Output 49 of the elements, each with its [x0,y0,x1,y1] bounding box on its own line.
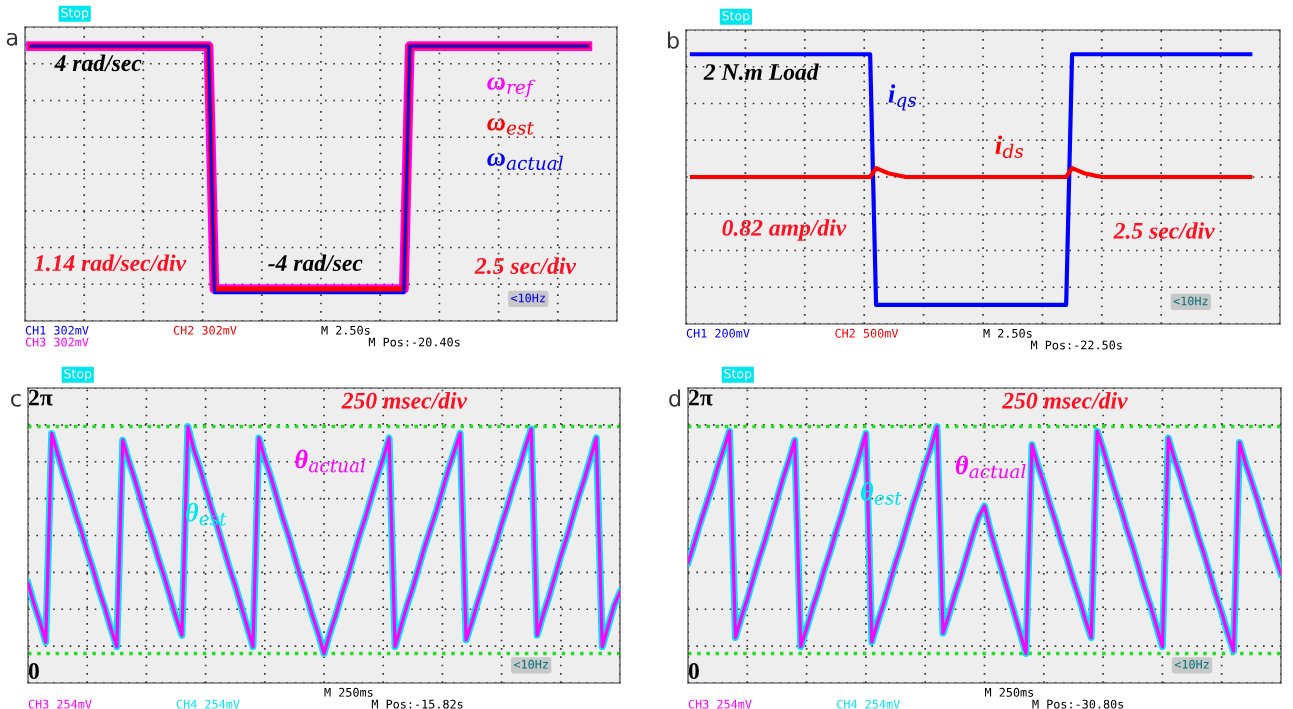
text: <10Hz [513,659,548,669]
text: Stop [61,7,89,20]
text: M Pos:-15.82s [371,699,463,709]
text: ω$_{est}$ [487,117,534,135]
text: <10Hz [510,293,545,303]
annotation: 4 rad/sec [54,54,142,72]
annotation: <10Hz [1173,296,1208,306]
series-label: i$_{ds}$ [995,135,1024,159]
text: CH2 500mV [835,328,899,338]
text: CH3 302mV [25,337,89,347]
annotation: 2.5 sec/div [1113,222,1215,239]
text: CH4 254mV [176,699,240,709]
annotation: 0.82 amp/div [722,219,847,241]
series-label: θ$_{actual}$ [295,449,366,473]
text: CH4 254mV [837,699,900,709]
text: CH1 200mV [686,328,750,338]
series-label: ω$_{ref}$ [487,77,536,98]
text: Stop [722,10,750,23]
text: CH1 302mV [25,325,89,335]
text: M 2.50s [321,325,370,335]
text: CH2 302mV [173,325,237,335]
ref-line-label: 2π [688,389,713,406]
text: Stop [724,368,752,381]
text: ω$_{actual}$ [487,153,563,170]
text: 250 msec/div [1002,392,1128,409]
text: M Pos:-22.50s [1031,340,1122,350]
chart-title: a [6,32,18,46]
ref-line-label: 2π [28,389,53,406]
text: CH3 254mV [28,699,92,709]
text: M Pos:-20.40s [368,337,460,347]
chart-title: c [11,393,21,407]
ref-line-label: 0 [28,663,39,679]
text: M 2.50s [983,328,1032,338]
text: Stop [64,368,92,381]
annotation: -4 rad/sec [268,254,363,272]
chart-title: b [667,31,679,49]
text: M Pos:-30.80s [1032,699,1124,709]
ref-line-label: 0 [688,663,699,679]
text: CH3 254mV [688,699,752,709]
chart-title: d [669,389,681,407]
series-label: i$_{qs}$ [888,84,917,111]
series-label: θ$_{actual}$ [955,455,1026,479]
text: <10Hz [1174,659,1209,669]
text: M 250ms [324,687,373,697]
annotation: 2.5 sec/div [474,257,577,275]
text: M 250ms [985,687,1034,697]
annotation: 1.14 rad/sec/div [34,254,187,272]
text: 250 msec/div [341,392,468,409]
annotation: 2 N.m Load [703,63,819,81]
